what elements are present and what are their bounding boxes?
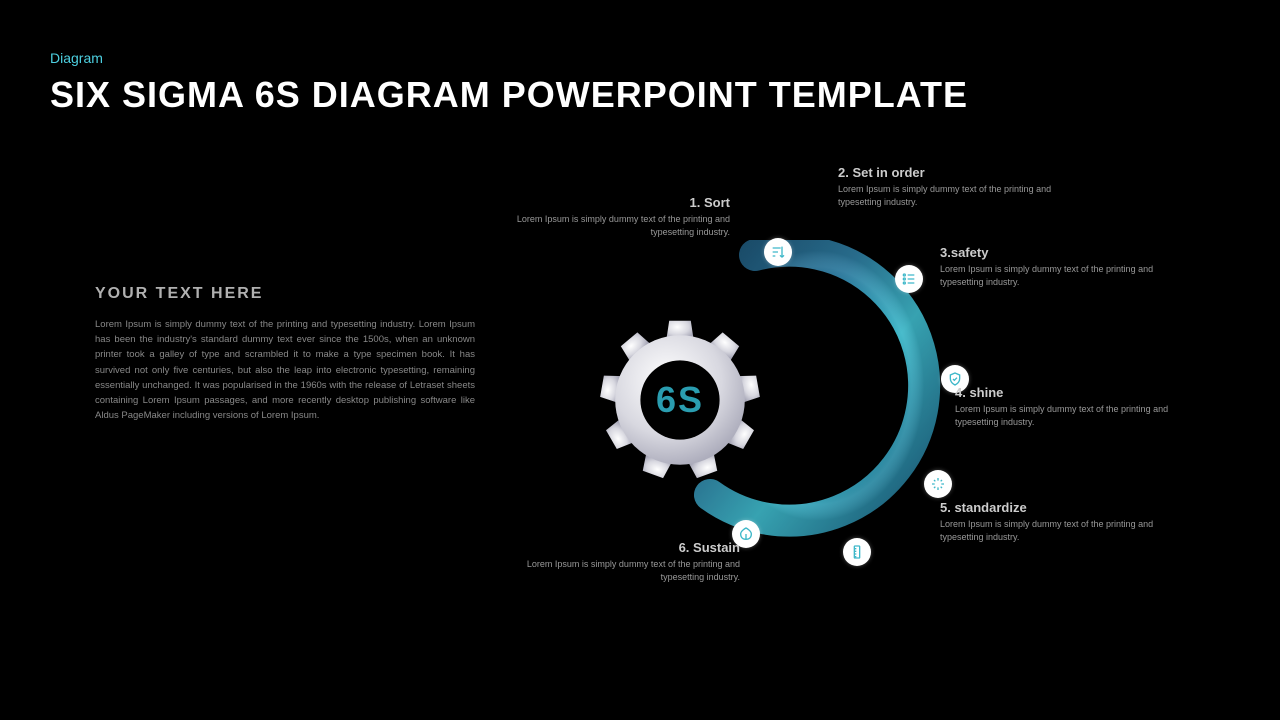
- node-list-icon: [895, 265, 923, 293]
- step-6-title: 6. Sustain: [500, 540, 740, 555]
- step-3-desc: Lorem Ipsum is simply dummy text of the …: [940, 263, 1180, 288]
- step-label-3: 3.safety Lorem Ipsum is simply dummy tex…: [940, 245, 1180, 288]
- step-2-title: 2. Set in order: [838, 165, 1078, 180]
- step-1-desc: Lorem Ipsum is simply dummy text of the …: [490, 213, 730, 238]
- category-label: Diagram: [50, 50, 968, 66]
- center-label: 6S: [656, 379, 704, 421]
- step-3-title: 3.safety: [940, 245, 1180, 260]
- step-5-desc: Lorem Ipsum is simply dummy text of the …: [940, 518, 1180, 543]
- left-text-body: Lorem Ipsum is simply dummy text of the …: [95, 317, 475, 423]
- step-label-6: 6. Sustain Lorem Ipsum is simply dummy t…: [500, 540, 740, 583]
- step-label-1: 1. Sort Lorem Ipsum is simply dummy text…: [490, 195, 730, 238]
- gear-center: 6S: [590, 310, 770, 490]
- step-4-desc: Lorem Ipsum is simply dummy text of the …: [955, 403, 1195, 428]
- step-label-2: 2. Set in order Lorem Ipsum is simply du…: [838, 165, 1078, 208]
- step-label-5: 5. standardize Lorem Ipsum is simply dum…: [940, 500, 1180, 543]
- header: Diagram SIX SIGMA 6S DIAGRAM POWERPOINT …: [50, 50, 968, 116]
- left-text-heading: YOUR TEXT HERE: [95, 285, 475, 303]
- step-5-title: 5. standardize: [940, 500, 1180, 515]
- step-1-title: 1. Sort: [490, 195, 730, 210]
- step-4-title: 4. shine: [955, 385, 1195, 400]
- step-6-desc: Lorem Ipsum is simply dummy text of the …: [500, 558, 740, 583]
- node-ruler-icon: [843, 538, 871, 566]
- left-text-block: YOUR TEXT HERE Lorem Ipsum is simply dum…: [95, 285, 475, 423]
- step-2-desc: Lorem Ipsum is simply dummy text of the …: [838, 183, 1078, 208]
- node-sparkle-icon: [924, 470, 952, 498]
- page-title: SIX SIGMA 6S DIAGRAM POWERPOINT TEMPLATE: [50, 74, 968, 116]
- node-sort-icon: [764, 238, 792, 266]
- six-sigma-diagram: 6S 1. Sort Lorem Ipsum is simply dummy t…: [560, 170, 1010, 620]
- step-label-4: 4. shine Lorem Ipsum is simply dummy tex…: [955, 385, 1195, 428]
